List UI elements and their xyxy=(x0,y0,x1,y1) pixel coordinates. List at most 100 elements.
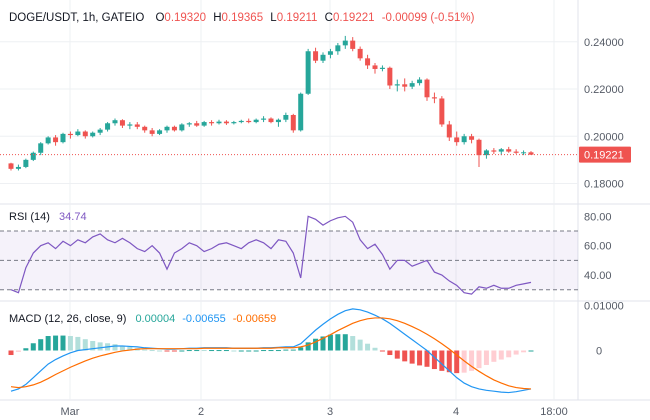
candle xyxy=(491,148,497,154)
macd-histogram-bar xyxy=(127,346,133,351)
candle xyxy=(431,92,437,104)
macd-histogram-bar xyxy=(246,350,252,352)
candle-body xyxy=(53,137,59,143)
candle-body xyxy=(253,119,259,123)
macd-histogram-bar xyxy=(231,350,237,352)
rsi-axis-tick: 40.00 xyxy=(584,270,612,282)
time-axis-tick: 2 xyxy=(198,406,204,418)
rsi-value: 34.74 xyxy=(59,211,87,223)
time-axis-tick: 4 xyxy=(453,406,459,418)
macd-histogram-bar xyxy=(179,350,185,352)
macd-axis-tick: 0 xyxy=(596,346,602,358)
low-label: L xyxy=(270,12,277,24)
candle-body xyxy=(350,40,356,49)
candle-body xyxy=(327,51,333,55)
candle-body xyxy=(394,84,400,86)
macd-histogram-bar xyxy=(82,339,88,351)
macd-histogram-bar xyxy=(350,336,356,351)
candle xyxy=(454,131,460,146)
candle xyxy=(8,162,14,171)
candle xyxy=(387,66,393,90)
candle xyxy=(268,117,274,124)
high-label: H xyxy=(213,12,222,24)
macd-histogram-bar xyxy=(201,350,207,352)
macd-histogram-bar xyxy=(216,350,222,352)
candle xyxy=(38,142,44,156)
candle xyxy=(90,131,96,138)
macd-histogram-bar xyxy=(313,338,319,351)
candle-body xyxy=(119,120,125,126)
price-axis-tick: 0.22000 xyxy=(584,84,624,96)
macd-axis-tick: 0.01000 xyxy=(584,300,624,312)
candle-body xyxy=(45,137,51,144)
candle-body xyxy=(8,163,14,169)
macd-pane xyxy=(8,308,534,394)
macd-histogram-bar xyxy=(283,349,289,351)
candle xyxy=(231,120,237,125)
candle-body xyxy=(305,51,311,94)
candle xyxy=(342,35,348,49)
candle xyxy=(320,52,326,64)
candle xyxy=(439,96,445,127)
macd-histogram-bar xyxy=(469,350,475,371)
candle-body xyxy=(105,123,111,130)
candle-body xyxy=(379,67,385,69)
candle-body xyxy=(476,139,482,156)
candle xyxy=(67,131,73,139)
candle-body xyxy=(15,166,21,169)
candle-body xyxy=(424,79,430,98)
candle-body xyxy=(365,58,371,66)
candle xyxy=(446,120,452,141)
candle-body xyxy=(283,115,289,120)
candle-body xyxy=(402,84,408,87)
candle xyxy=(327,48,333,59)
time-axis-tick: 3 xyxy=(327,406,333,418)
macd-histogram-bar xyxy=(142,349,148,351)
candle-body xyxy=(261,118,267,120)
macd-histogram-bar xyxy=(119,345,125,351)
time-axis-tick: 18:00 xyxy=(540,406,568,418)
grid-lines xyxy=(0,0,650,401)
last-price-label: 0.19221 xyxy=(584,150,624,162)
high-value: 0.19365 xyxy=(221,12,264,24)
candle xyxy=(298,92,304,132)
macd-histogram-bar xyxy=(157,350,163,352)
macd-histogram-bar xyxy=(97,342,103,351)
price-axis-tick: 0.24000 xyxy=(584,37,624,49)
candle xyxy=(157,129,163,136)
candle-body xyxy=(521,152,527,154)
candle-body xyxy=(461,136,467,143)
candle xyxy=(461,133,467,145)
time-axis-tick: Mar xyxy=(61,406,80,418)
candle-body xyxy=(246,120,252,123)
candle xyxy=(134,122,140,130)
candle-body xyxy=(409,83,415,87)
candle xyxy=(305,48,311,95)
candle xyxy=(483,149,489,159)
candle xyxy=(379,65,385,72)
candle xyxy=(476,138,482,167)
macd-histogram-bar xyxy=(38,339,44,351)
candle xyxy=(15,164,21,171)
candle xyxy=(223,120,229,125)
candle-body xyxy=(469,136,475,140)
candle xyxy=(275,118,281,127)
candle-body xyxy=(23,159,29,167)
macd-histogram-bar xyxy=(305,342,311,351)
macd-histogram-bar xyxy=(357,339,363,351)
macd-histogram-bar xyxy=(521,350,527,353)
candle-body xyxy=(454,137,460,143)
macd-histogram-bar xyxy=(417,350,423,366)
close-label: C xyxy=(324,12,333,24)
candle-body xyxy=(90,132,96,137)
macd-histogram-bar xyxy=(365,343,371,351)
macd-histogram-bar xyxy=(90,341,96,351)
candle-body xyxy=(431,97,437,99)
open-value: 0.19320 xyxy=(164,12,206,24)
candle-body xyxy=(238,120,244,123)
macd-histogram-bar xyxy=(60,335,66,351)
macd-histogram-bar xyxy=(439,350,445,371)
candle xyxy=(350,37,356,52)
macd-histogram-bar xyxy=(45,336,51,351)
